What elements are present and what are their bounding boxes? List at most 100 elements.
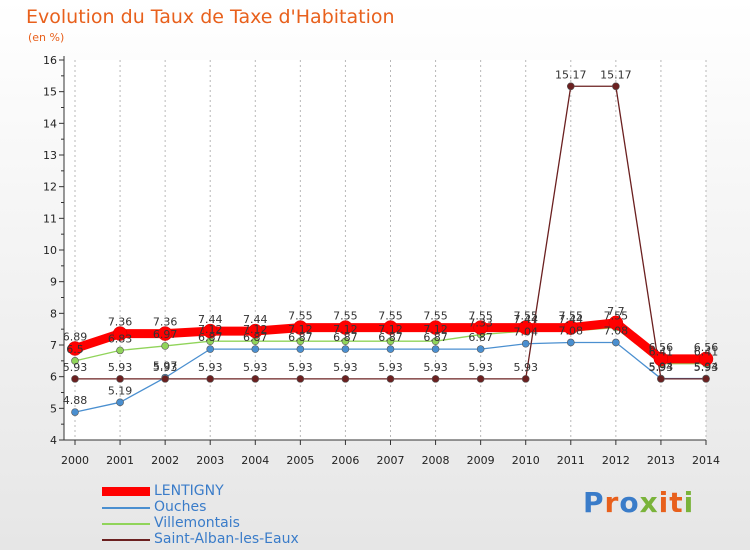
data-label: 7.12 xyxy=(333,323,358,336)
x-tick-label: 2005 xyxy=(286,454,314,467)
legend-swatch xyxy=(102,539,150,541)
data-label: 6.5 xyxy=(66,343,84,356)
data-point xyxy=(248,323,263,339)
logo-letter: r xyxy=(604,486,620,519)
data-point xyxy=(518,320,533,335)
legend-swatch xyxy=(102,523,150,525)
y-tick-label: 4 xyxy=(50,434,57,447)
x-tick-label: 2010 xyxy=(512,454,540,467)
data-label: 7.55 xyxy=(559,310,584,323)
data-point xyxy=(698,351,714,367)
data-label: 7.33 xyxy=(468,317,493,330)
data-label: 6.87 xyxy=(333,331,358,344)
data-label: 5.93 xyxy=(153,361,178,374)
data-point xyxy=(161,375,169,383)
data-label: 7.04 xyxy=(513,326,538,339)
data-label: 7.12 xyxy=(288,323,313,336)
data-label: 4.88 xyxy=(63,394,88,407)
y-tick-label: 10 xyxy=(43,244,57,257)
data-label: 7.08 xyxy=(559,324,584,337)
data-point xyxy=(251,345,260,353)
legend-swatch xyxy=(102,507,150,509)
y-tick-label: 13 xyxy=(43,149,57,162)
x-tick-label: 2011 xyxy=(557,454,585,467)
data-label: 6.56 xyxy=(694,341,719,354)
data-label: 6.87 xyxy=(198,331,223,344)
legend-label: LENTIGNY xyxy=(154,483,224,499)
data-label: 7.44 xyxy=(559,313,584,326)
y-tick-label: 12 xyxy=(43,181,57,194)
x-tick-label: 2012 xyxy=(602,454,630,467)
data-label: 6.41 xyxy=(649,346,674,359)
data-point xyxy=(112,326,128,341)
y-tick-label: 14 xyxy=(43,117,57,130)
legend-swatch xyxy=(102,487,150,496)
data-label: 5.93 xyxy=(513,361,538,374)
data-label: 15.17 xyxy=(600,68,632,81)
data-label: 5.94 xyxy=(694,361,719,374)
y-tick-label: 8 xyxy=(50,307,57,320)
data-point xyxy=(612,338,620,347)
data-label: 7.08 xyxy=(604,324,629,337)
data-point xyxy=(431,345,440,353)
data-label: 7.36 xyxy=(153,316,178,329)
logo-letter: P xyxy=(583,486,605,519)
data-label: 6.56 xyxy=(649,341,674,354)
data-point xyxy=(386,345,395,353)
data-point xyxy=(116,375,124,383)
data-point xyxy=(386,337,395,346)
data-point xyxy=(251,375,260,383)
data-label: 5.93 xyxy=(288,361,313,374)
plot-area xyxy=(64,60,706,440)
data-label: 15.17 xyxy=(555,68,587,81)
data-label: 6.87 xyxy=(288,331,313,344)
logo-letter: i xyxy=(658,486,670,519)
data-point xyxy=(157,326,173,341)
data-label: 7.55 xyxy=(288,310,313,323)
data-label: 5.93 xyxy=(649,361,674,374)
data-label: 7.55 xyxy=(423,310,448,323)
data-point xyxy=(296,337,305,346)
chart-title: Evolution du Taux de Taxe d'Habitation xyxy=(26,6,395,28)
y-tick-label: 16 xyxy=(43,54,57,67)
logo-letter: t xyxy=(669,486,684,519)
logo-letter: o xyxy=(619,486,640,519)
data-point xyxy=(116,398,124,407)
data-point xyxy=(702,375,710,383)
data-point xyxy=(293,320,308,335)
data-label: 6.97 xyxy=(153,328,178,341)
data-point xyxy=(116,346,124,355)
y-tick-label: 5 xyxy=(50,402,57,415)
data-point xyxy=(521,339,530,348)
data-label: 6.87 xyxy=(243,331,268,344)
data-point xyxy=(67,341,83,356)
data-label: 5.93 xyxy=(63,361,88,374)
data-point xyxy=(206,375,215,383)
data-point xyxy=(71,408,79,416)
data-label: 6.83 xyxy=(108,332,133,345)
data-point xyxy=(71,357,79,365)
data-label: 7.12 xyxy=(198,323,223,336)
legend-label: Villemontais xyxy=(154,515,240,531)
data-label: 5.97 xyxy=(153,360,178,373)
data-label: 5.93 xyxy=(333,361,358,374)
legend-label: Ouches xyxy=(154,499,207,515)
data-label: 6.87 xyxy=(378,331,403,344)
x-tick-label: 2014 xyxy=(692,454,720,467)
data-label: 7.12 xyxy=(243,323,268,336)
y-tick-label: 11 xyxy=(43,212,57,225)
data-label: 7.55 xyxy=(333,310,358,323)
x-tick-label: 2007 xyxy=(377,454,405,467)
data-point xyxy=(566,338,575,347)
y-tick-label: 9 xyxy=(50,276,57,289)
x-tick-label: 2013 xyxy=(647,454,675,467)
y-tick-label: 7 xyxy=(50,339,57,352)
data-label: 7.36 xyxy=(108,316,133,329)
data-point xyxy=(431,337,440,346)
data-point xyxy=(341,375,350,383)
x-tick-label: 2003 xyxy=(196,454,224,467)
data-label: 5.93 xyxy=(423,361,448,374)
data-point xyxy=(608,315,624,331)
proxiti-logo: Proxiti xyxy=(583,486,694,519)
data-point xyxy=(71,375,79,383)
